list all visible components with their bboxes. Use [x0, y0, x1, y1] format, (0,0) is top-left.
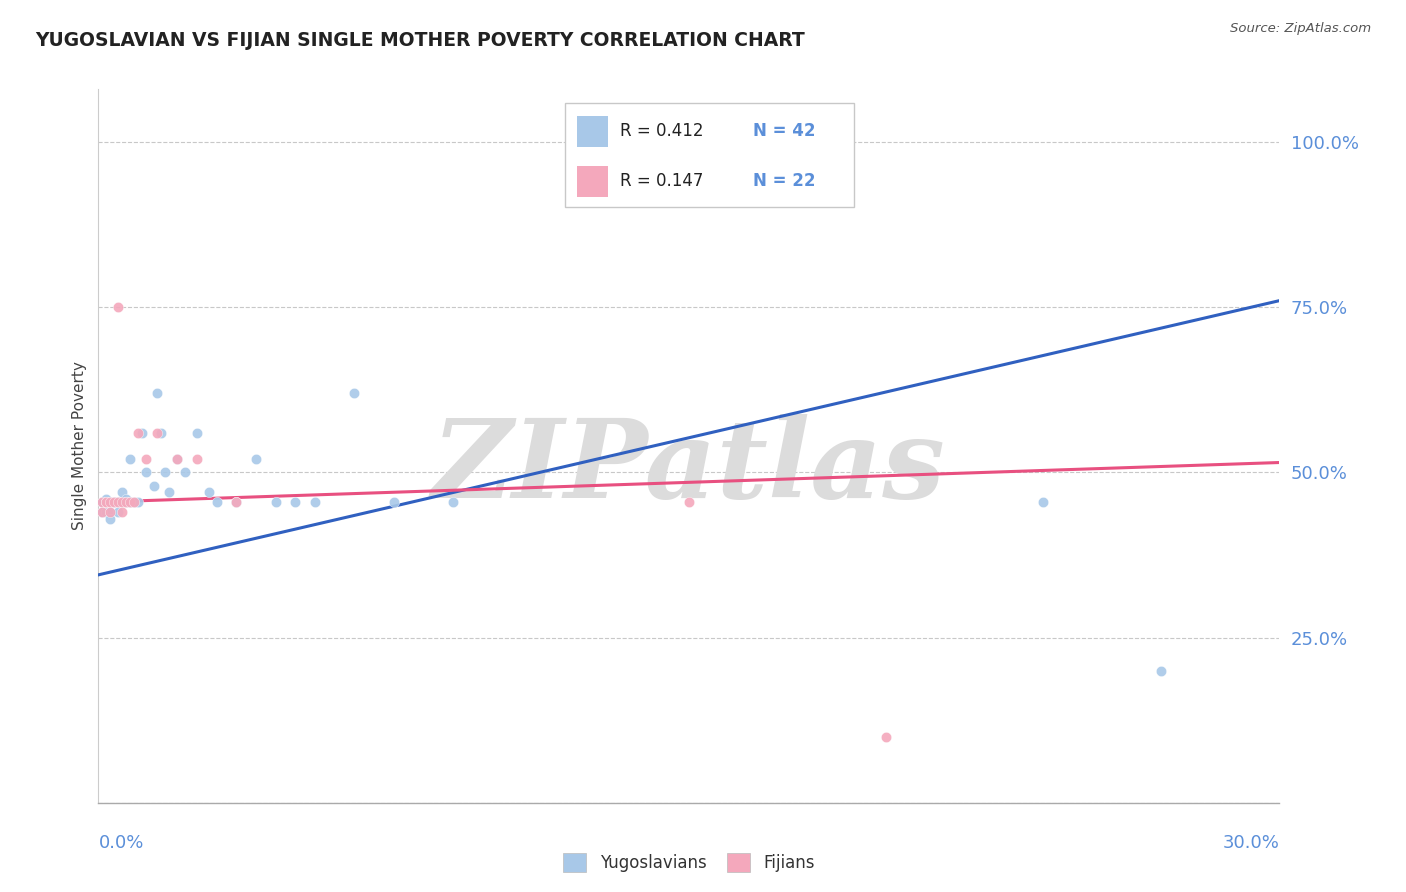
Legend: Yugoslavians, Fijians: Yugoslavians, Fijians: [555, 844, 823, 880]
Point: [111, 495, 134, 509]
Point: [115, 495, 138, 509]
Point: [98, 495, 121, 509]
Point: [157, 485, 180, 500]
Text: ZIPatlas: ZIPatlas: [432, 414, 946, 521]
Point: [111, 495, 134, 509]
Point: [264, 495, 287, 509]
Point: [111, 485, 134, 500]
Point: [118, 495, 141, 509]
Point: [98, 505, 121, 519]
Point: [678, 495, 700, 509]
Point: [103, 495, 125, 509]
Point: [1150, 664, 1173, 678]
Point: [107, 495, 129, 509]
Point: [245, 452, 267, 467]
Text: YUGOSLAVIAN VS FIJIAN SINGLE MOTHER POVERTY CORRELATION CHART: YUGOSLAVIAN VS FIJIAN SINGLE MOTHER POVE…: [35, 31, 804, 50]
Point: [146, 425, 169, 440]
Point: [91, 495, 114, 509]
Point: [150, 425, 173, 440]
Point: [98, 511, 121, 525]
Point: [284, 495, 307, 509]
Point: [115, 491, 138, 506]
Point: [127, 425, 149, 440]
Point: [111, 505, 134, 519]
Point: [304, 495, 326, 509]
Point: [382, 495, 405, 509]
Point: [91, 495, 114, 509]
Point: [225, 495, 247, 509]
Point: [103, 495, 125, 509]
Point: [96, 495, 118, 509]
Point: [107, 505, 129, 519]
Point: [875, 730, 897, 744]
Point: [98, 495, 121, 509]
Point: [127, 495, 149, 509]
Text: Source: ZipAtlas.com: Source: ZipAtlas.com: [1230, 22, 1371, 36]
Point: [91, 505, 114, 519]
Point: [146, 386, 169, 401]
Point: [107, 495, 129, 509]
Point: [96, 505, 118, 519]
Point: [122, 495, 145, 509]
Point: [96, 491, 118, 506]
Point: [135, 466, 157, 480]
Point: [118, 495, 141, 509]
Point: [98, 505, 121, 519]
Point: [122, 495, 145, 509]
Point: [131, 425, 153, 440]
Point: [107, 300, 129, 314]
Point: [441, 495, 464, 509]
Point: [91, 505, 114, 519]
Point: [155, 466, 177, 480]
Point: [135, 452, 157, 467]
Point: [96, 495, 118, 509]
Point: [186, 452, 208, 467]
Point: [205, 495, 228, 509]
Point: [1032, 495, 1054, 509]
Point: [118, 452, 141, 467]
Point: [186, 425, 208, 440]
Text: 0.0%: 0.0%: [98, 834, 143, 852]
Point: [174, 466, 197, 480]
Point: [197, 485, 219, 500]
Y-axis label: Single Mother Poverty: Single Mother Poverty: [72, 361, 87, 531]
Point: [343, 386, 366, 401]
Point: [166, 452, 188, 467]
Point: [225, 495, 247, 509]
Text: 30.0%: 30.0%: [1223, 834, 1279, 852]
Point: [107, 495, 129, 509]
Point: [103, 495, 125, 509]
Point: [115, 495, 138, 509]
Point: [142, 478, 165, 492]
Point: [166, 452, 188, 467]
